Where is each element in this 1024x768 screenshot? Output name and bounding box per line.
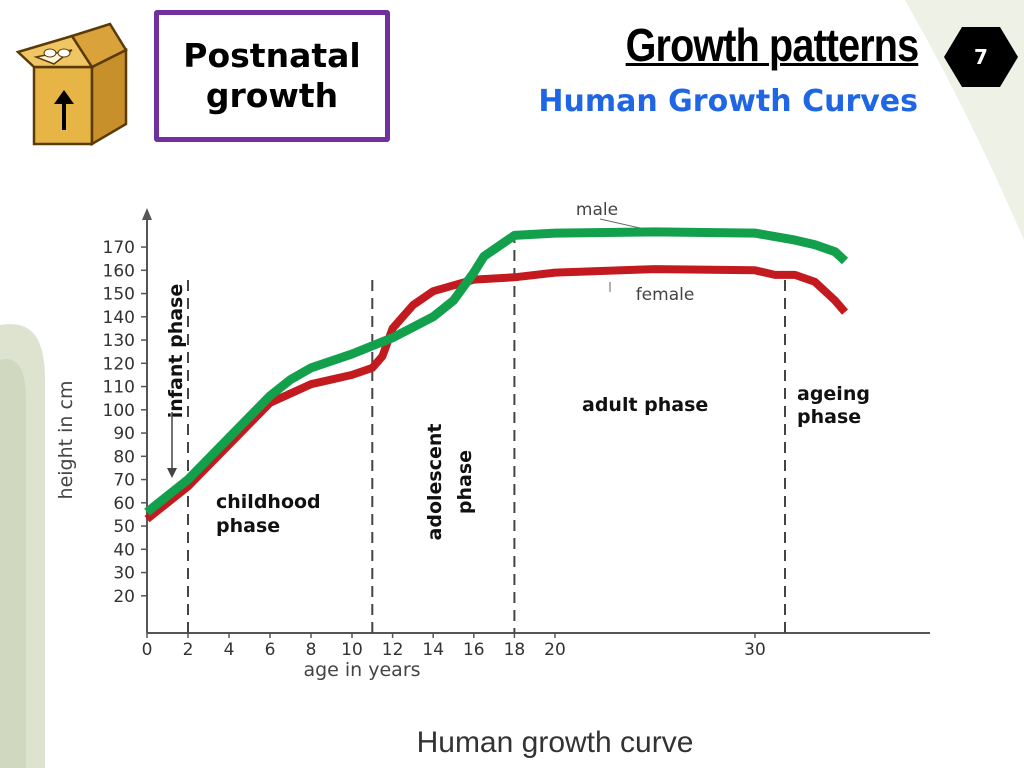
ageing-phase-label: ageing [797,383,870,405]
x-tick-label: 2 [183,640,194,660]
male-leader-line [599,218,641,229]
chart-labels: age in years height in cm male female childh… [55,200,870,759]
y-tick-label: 150 [103,285,135,305]
y-tick-label: 80 [113,447,135,467]
phase-boundaries [187,232,786,633]
x-tick-label: 6 [265,640,276,660]
y-tick-label: 100 [103,401,135,421]
x-axis-title: age in years [303,659,420,681]
y-tick-label: 130 [103,331,135,351]
x-tick-label: 8 [306,640,317,660]
x-tick-label: 18 [504,640,526,660]
x-tick-label: 0 [142,640,153,660]
infant-phase-label: infant phase [165,284,187,419]
x-tick-label: 30 [744,640,766,660]
box-icon [15,22,128,147]
y-tick-label: 110 [103,378,135,398]
infant-phase-arrowhead [167,468,177,478]
y-axis-arrow [142,208,152,220]
male-label: male [576,200,618,220]
topic-box: Postnatal growth [154,10,390,142]
y-tick-label: 90 [113,424,135,444]
x-tick-label: 12 [382,640,404,660]
x-tick-label: 20 [544,640,566,660]
adolescent-phase-label: adolescent [424,424,446,541]
childhood-phase-label: phase [216,515,280,537]
slide-number-badge [944,27,1018,87]
ageing-phase-label: phase [797,406,861,428]
y-tick-label: 120 [103,354,135,374]
topic-line-2: growth [205,76,339,115]
x-tick-label: 14 [422,640,444,660]
female-label: female [636,285,695,305]
y-tick-label: 20 [113,587,135,607]
slide-number: 7 [974,45,988,69]
y-tick-label: 170 [103,238,135,258]
y-tick-label: 40 [113,540,135,560]
chart-axes: 2030405060708090100110120130140150160170… [103,208,930,660]
x-tick-label: 16 [463,640,485,660]
y-tick-label: 70 [113,471,135,491]
female-series-line [144,265,849,523]
y-tick-label: 140 [103,308,135,328]
adolescent-phase-label: phase [454,450,476,514]
male-series-line [144,227,849,516]
chart-series [144,227,849,523]
x-tick-label: 10 [341,640,363,660]
childhood-phase-label: childhood [216,491,321,513]
topic-line-1: Postnatal [183,36,361,75]
x-tick-label: 4 [224,640,235,660]
adult-phase-label: adult phase [582,394,708,416]
y-tick-label: 60 [113,494,135,514]
slide-title: Growth patterns [625,19,918,71]
slide-subtitle: Human Growth Curves [538,84,918,119]
chart-caption: Human growth curve [417,726,694,759]
y-tick-label: 160 [103,261,135,281]
y-axis-title: height in cm [55,381,77,500]
y-tick-label: 50 [113,517,135,537]
y-tick-label: 30 [113,564,135,584]
